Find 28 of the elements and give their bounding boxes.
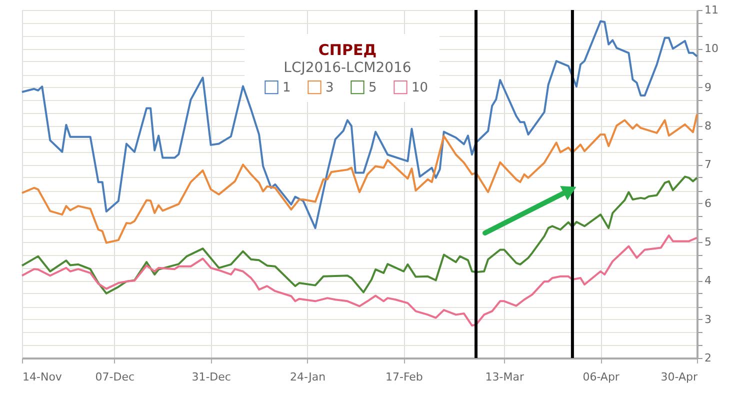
y-tick-label: 10 — [704, 42, 718, 56]
x-tick-label: 31-Dec — [192, 370, 231, 384]
y-tick-label: 5 — [704, 236, 712, 248]
line-series — [21, 234, 698, 327]
line-series — [21, 176, 698, 294]
y-tick-label: 8 — [704, 120, 712, 132]
x-tick-label: 07-Dec — [95, 370, 135, 384]
y-tick-label: 9 — [704, 80, 712, 94]
legend-label: 10 — [412, 80, 428, 96]
x-tick-label: 24-Jan — [290, 370, 326, 384]
y-tick-label: 6 — [704, 196, 712, 210]
line-series — [21, 113, 698, 244]
x-tick-label: 06-Apr — [582, 370, 620, 384]
y-tick-label: 7 — [704, 158, 712, 172]
x-tick-label: 13-Mar — [485, 370, 524, 384]
legend-label: 5 — [368, 80, 377, 96]
y-tick-label: 3 — [704, 312, 712, 326]
line-series — [21, 20, 698, 230]
text: СПРЕД — [318, 41, 377, 59]
x-tick-label: 17-Feb — [385, 370, 423, 384]
x-tick-label: 14-Nov — [22, 370, 62, 384]
y-tick-label: 11 — [704, 4, 718, 16]
x-tick-label: 30-Apr — [660, 370, 698, 384]
y-tick-label: 2 — [704, 352, 712, 364]
legend-label: 1 — [282, 80, 291, 96]
text: LCJ2016-LCM2016 — [284, 60, 412, 76]
legend-label: 3 — [326, 80, 334, 96]
y-tick-label: 4 — [704, 274, 712, 288]
